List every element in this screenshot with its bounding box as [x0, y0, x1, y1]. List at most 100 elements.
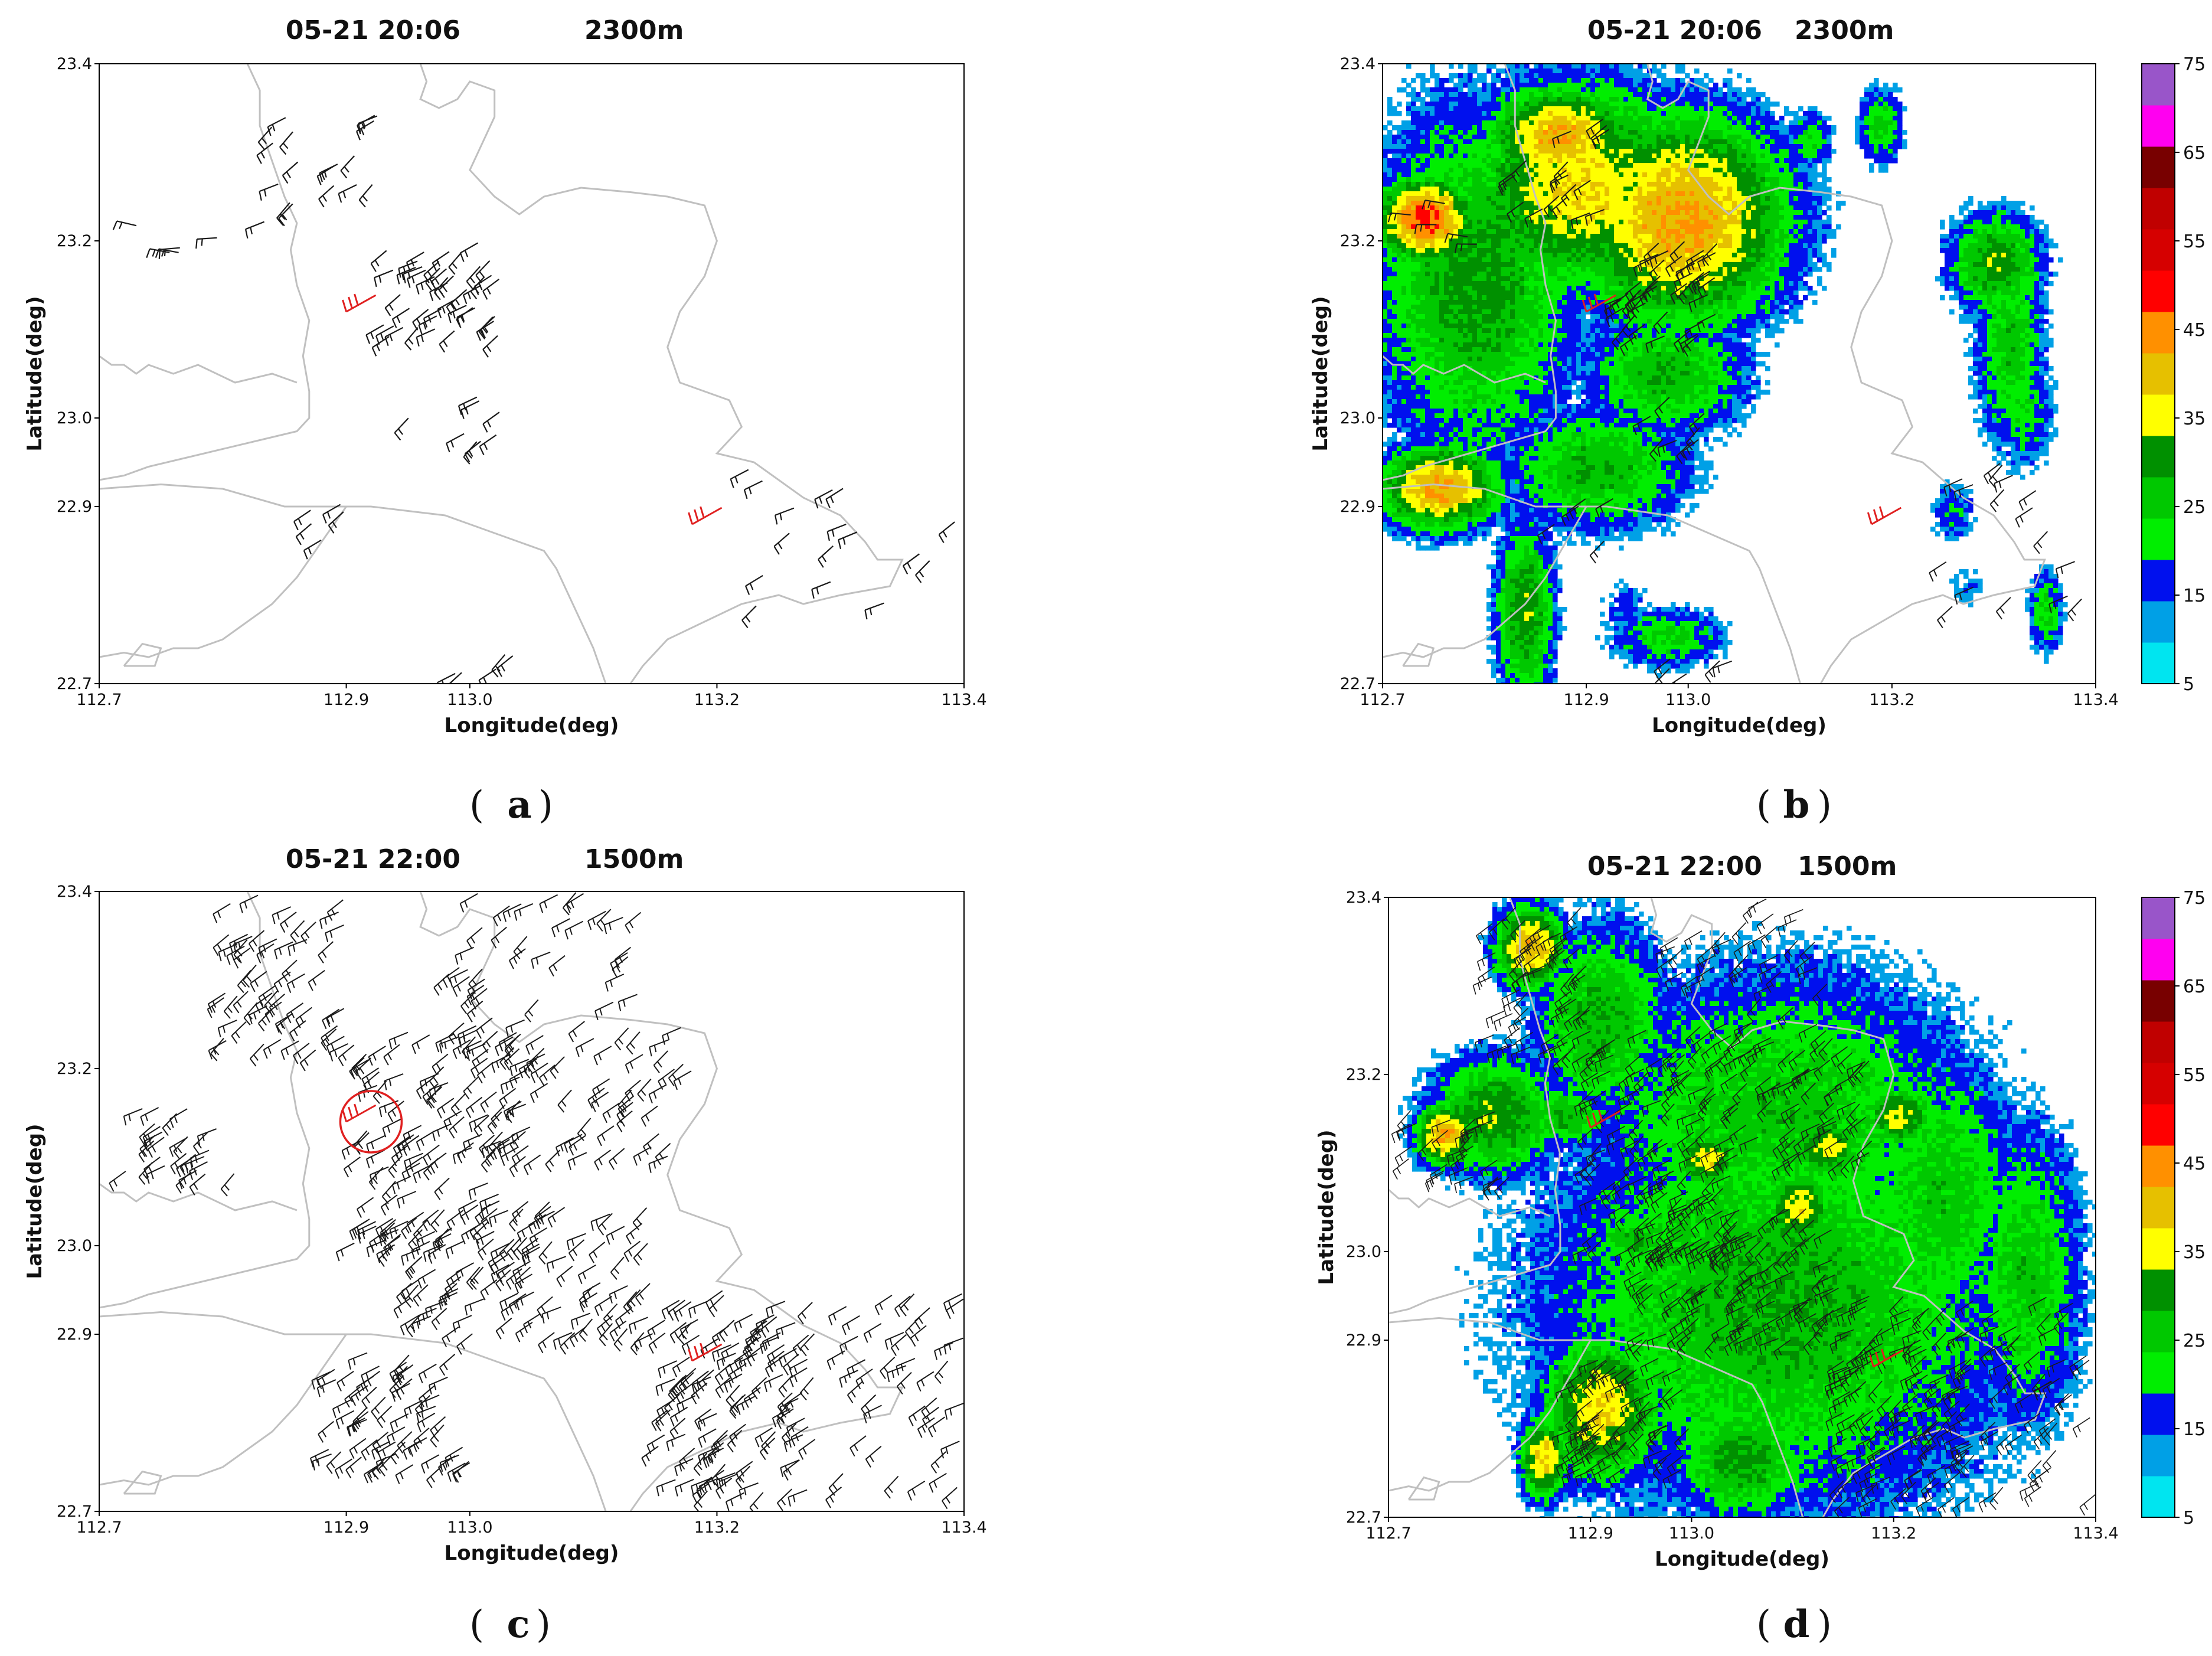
reflectivity-cell: [1553, 224, 1558, 230]
reflectivity-cell: [1685, 281, 1690, 286]
reflectivity-cell: [1524, 149, 1530, 154]
reflectivity-cell: [1520, 120, 1525, 126]
reflectivity-cell: [1765, 116, 1770, 121]
reflectivity-cell: [1652, 135, 1657, 140]
reflectivity-cell: [1439, 144, 1445, 149]
reflectivity-cell: [1449, 286, 1454, 291]
reflectivity-cell: [1439, 267, 1445, 272]
reflectivity-cell: [1869, 102, 1874, 107]
reflectivity-cell: [1656, 139, 1662, 145]
reflectivity-cell: [1893, 130, 1898, 135]
wind-barb: [458, 396, 478, 416]
reflectivity-cell: [1713, 120, 1718, 126]
reflectivity-cell: [1529, 116, 1534, 121]
reflectivity-cell: [1656, 68, 1662, 74]
reflectivity-cell: [1515, 163, 1520, 168]
reflectivity-cell: [1463, 116, 1468, 121]
reflectivity-cell: [1463, 243, 1468, 249]
reflectivity-cell: [1765, 158, 1770, 164]
reflectivity-cell: [1420, 125, 1426, 130]
reflectivity-cell: [2025, 215, 2030, 220]
reflectivity-cell: [1486, 239, 1492, 244]
reflectivity-cell: [1524, 276, 1530, 282]
reflectivity-cell: [1718, 120, 1723, 126]
reflectivity-cell: [1383, 234, 1388, 239]
reflectivity-cell: [1864, 139, 1870, 145]
reflectivity-cell: [1699, 243, 1704, 249]
reflectivity-cell: [1406, 201, 1412, 206]
reflectivity-cell: [1822, 139, 1827, 145]
reflectivity-cell: [1775, 120, 1780, 126]
reflectivity-cell: [1775, 234, 1780, 239]
reflectivity-cell: [1855, 130, 1860, 135]
reflectivity-cell: [2011, 290, 2016, 296]
reflectivity-cell: [1817, 248, 1822, 253]
reflectivity-cell: [1741, 272, 1747, 277]
reflectivity-cell: [1647, 102, 1652, 107]
reflectivity-cell: [1590, 92, 1596, 97]
reflectivity-cell: [1642, 158, 1648, 164]
reflectivity-cell: [1860, 139, 1865, 145]
reflectivity-cell: [1401, 276, 1407, 282]
reflectivity-cell: [1576, 191, 1582, 197]
reflectivity-cell: [1784, 149, 1789, 154]
reflectivity-cell: [1605, 92, 1610, 97]
reflectivity-cell: [1529, 229, 1534, 234]
reflectivity-cell: [1496, 224, 1501, 230]
reflectivity-cell: [1756, 234, 1761, 239]
reflectivity-cell: [1576, 177, 1582, 182]
reflectivity-cell: [1666, 106, 1671, 112]
wind-barb: [322, 504, 341, 524]
reflectivity-cell: [2044, 229, 2049, 234]
reflectivity-cell: [1595, 158, 1600, 164]
reflectivity-cell: [1496, 168, 1501, 173]
reflectivity-cell: [1642, 153, 1648, 159]
reflectivity-cell: [1458, 116, 1463, 121]
reflectivity-cell: [1510, 168, 1515, 173]
reflectivity-cell: [1860, 102, 1865, 107]
reflectivity-cell: [1614, 191, 1619, 197]
reflectivity-cell: [1496, 290, 1501, 296]
reflectivity-cell: [1486, 168, 1492, 173]
reflectivity-cell: [1718, 168, 1723, 173]
reflectivity-cell: [1520, 272, 1525, 277]
reflectivity-cell: [1406, 168, 1412, 173]
reflectivity-cell: [1822, 229, 1827, 234]
reflectivity-cell: [1633, 210, 1638, 215]
wind-barb: [244, 221, 265, 239]
reflectivity-cell: [1779, 196, 1785, 201]
wind-barb: [496, 655, 514, 677]
reflectivity-cell: [1482, 229, 1487, 234]
reflectivity-cell: [1760, 182, 1766, 187]
reflectivity-cell: [1642, 139, 1648, 145]
reflectivity-cell: [1694, 286, 1700, 291]
reflectivity-cell: [1817, 281, 1822, 286]
reflectivity-cell: [1406, 177, 1412, 182]
reflectivity-cell: [1520, 172, 1525, 178]
reflectivity-cell: [1959, 224, 1964, 230]
reflectivity-cell: [1822, 144, 1827, 149]
reflectivity-cell: [1609, 224, 1615, 230]
reflectivity-cell: [1812, 168, 1818, 173]
reflectivity-cell: [1623, 139, 1629, 145]
reflectivity-cell: [1586, 239, 1591, 244]
reflectivity-cell: [1581, 149, 1586, 154]
reflectivity-cell: [1888, 97, 1893, 102]
reflectivity-cell: [1690, 210, 1695, 215]
reflectivity-cell: [1439, 224, 1445, 230]
reflectivity-cell: [1959, 220, 1964, 225]
reflectivity-cell: [1468, 191, 1473, 197]
reflectivity-cell: [1557, 102, 1563, 107]
reflectivity-cell: [1416, 182, 1421, 187]
reflectivity-cell: [1477, 267, 1482, 272]
reflectivity-cell: [1997, 286, 2002, 291]
reflectivity-cell: [1406, 239, 1412, 244]
reflectivity-cell: [1732, 201, 1737, 206]
reflectivity-cell: [1727, 130, 1733, 135]
reflectivity-cell: [1420, 144, 1426, 149]
reflectivity-cell: [1808, 215, 1813, 220]
reflectivity-cell: [2020, 243, 2025, 249]
reflectivity-cell: [1383, 139, 1388, 145]
reflectivity-cell: [1808, 153, 1813, 159]
reflectivity-cell: [1812, 220, 1818, 225]
